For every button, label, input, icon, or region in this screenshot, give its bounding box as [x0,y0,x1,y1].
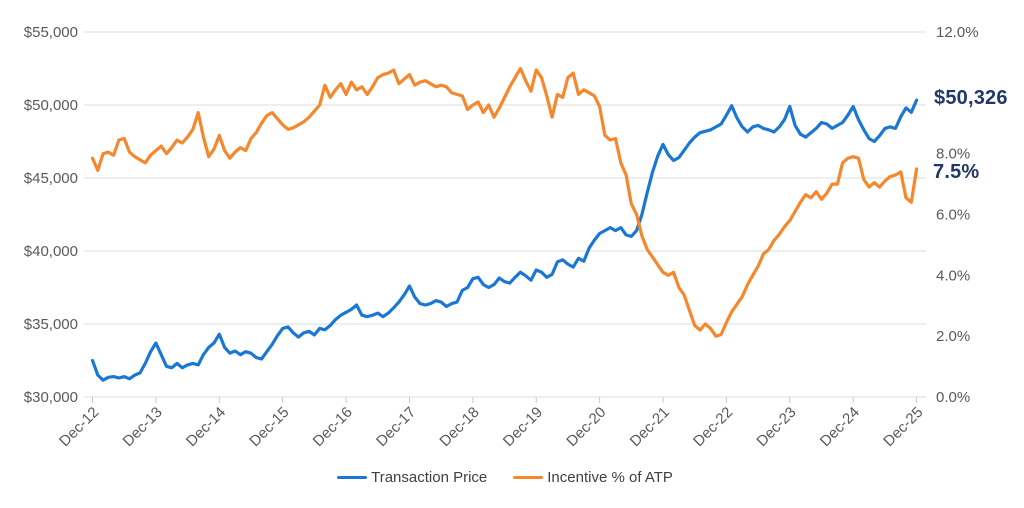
right-axis-label: 2.0% [936,328,970,345]
left-axis-label: $50,000 [24,97,78,114]
left-axis-label: $35,000 [24,316,78,333]
price-end-callout: $50,326 [934,87,1008,109]
x-axis-label: Dec-14 [183,404,229,450]
x-axis-label: Dec-21 [627,404,673,450]
right-axis-label: 8.0% [936,146,970,163]
incentive-line [90,66,919,338]
price-line-swatch-icon [337,475,368,480]
x-axis-label: Dec-23 [753,404,799,450]
right-axis-label: 0.0% [936,389,970,406]
legend-item-incentive: Incentive % of ATP [513,469,673,486]
x-axis-label: Dec-17 [373,404,419,450]
left-axis-label: $40,000 [24,243,78,260]
incentive-end-callout: 7.5% [933,161,980,183]
transaction-price-line [90,98,919,382]
x-axis-label: Dec-15 [246,404,292,450]
incentive-line-swatch-icon [513,475,544,480]
left-axis-label: $45,000 [24,170,78,187]
legend-item-transaction-price: Transaction Price [337,469,487,486]
right-axis-label: 4.0% [936,267,970,284]
right-axis-label: 12.0% [936,24,979,41]
x-axis-label: Dec-16 [310,404,356,450]
legend-label-incentive: Incentive % of ATP [547,469,673,486]
right-axis-label: 6.0% [936,207,970,224]
x-axis-label: Dec-25 [880,404,926,450]
x-axis-label: Dec-13 [120,404,166,450]
left-axis-label: $30,000 [24,389,78,406]
legend-label-transaction-price: Transaction Price [371,469,488,486]
x-axis-label: Dec-24 [817,404,863,450]
legend: Transaction Price Incentive % of ATP [85,469,925,486]
x-axis-label: Dec-12 [56,404,102,450]
left-axis-label: $55,000 [24,24,78,41]
x-axis-label: Dec-22 [690,404,736,450]
x-axis-label: Dec-20 [563,404,609,450]
x-axis-label: Dec-18 [436,404,482,450]
x-axis-label: Dec-19 [500,404,546,450]
